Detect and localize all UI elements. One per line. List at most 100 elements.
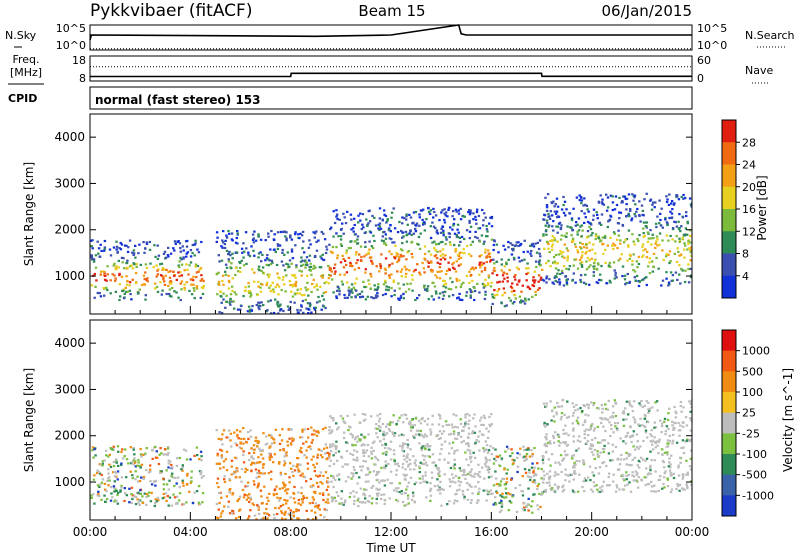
echo-cell bbox=[438, 292, 442, 295]
echo-cell bbox=[257, 456, 260, 459]
echo-cell bbox=[409, 426, 413, 429]
echo-cell bbox=[238, 476, 241, 479]
echo-cell bbox=[245, 498, 249, 501]
echo-cell bbox=[552, 434, 555, 438]
echo-cell bbox=[383, 466, 386, 470]
echo-cell bbox=[680, 268, 683, 271]
echo-cell bbox=[598, 278, 601, 282]
echo-cell bbox=[551, 248, 554, 251]
echo-cell bbox=[103, 488, 107, 491]
echo-cell bbox=[254, 468, 258, 471]
echo-cell bbox=[295, 510, 298, 513]
echo-cell bbox=[471, 492, 474, 495]
echo-cell bbox=[498, 511, 502, 514]
x-tick-label: 20:00 bbox=[574, 525, 609, 539]
echo-cell bbox=[246, 481, 250, 484]
echo-cell bbox=[332, 485, 335, 489]
echo-cell bbox=[377, 420, 381, 423]
echo-cell bbox=[378, 270, 381, 273]
echo-cell bbox=[273, 441, 276, 444]
echo-cell bbox=[388, 274, 391, 277]
freq-label-top: Freq. bbox=[12, 53, 39, 66]
echo-cell bbox=[259, 489, 263, 492]
echo-cell bbox=[433, 240, 436, 243]
echo-cell bbox=[590, 257, 593, 260]
echo-cell bbox=[442, 294, 446, 297]
echo-cell bbox=[289, 234, 292, 237]
echo-cell bbox=[328, 456, 331, 459]
echo-cell bbox=[91, 446, 95, 449]
echo-cell bbox=[483, 240, 486, 243]
echo-cell bbox=[610, 244, 614, 247]
echo-cell bbox=[486, 451, 490, 454]
echo-cell bbox=[534, 290, 537, 294]
echo-cell bbox=[484, 457, 488, 460]
echo-cell bbox=[395, 473, 398, 476]
echo-cell bbox=[421, 261, 424, 265]
nave-right-tick-bottom: 0 bbox=[697, 72, 704, 85]
echo-cell bbox=[166, 495, 169, 498]
echo-cell bbox=[181, 245, 184, 248]
colorbar-swatch bbox=[722, 120, 736, 143]
echo-cell bbox=[601, 243, 604, 246]
echo-cell bbox=[299, 232, 302, 235]
echo-cell bbox=[107, 472, 110, 475]
echo-cell bbox=[509, 299, 512, 302]
echo-cell bbox=[134, 281, 138, 285]
echo-cell bbox=[384, 460, 387, 463]
echo-cell bbox=[582, 463, 586, 466]
echo-cell bbox=[227, 258, 230, 261]
echo-cell bbox=[409, 476, 413, 479]
echo-cell bbox=[642, 227, 645, 230]
echo-cell bbox=[477, 481, 480, 484]
echo-cell bbox=[395, 498, 398, 502]
echo-cell bbox=[269, 299, 272, 302]
echo-cell bbox=[181, 481, 185, 484]
echo-cell bbox=[440, 504, 443, 507]
echo-cell bbox=[252, 457, 255, 460]
x-tick-label: 16:00 bbox=[474, 525, 509, 539]
echo-cell bbox=[580, 235, 583, 238]
echo-cell bbox=[629, 425, 632, 428]
echo-cell bbox=[242, 264, 246, 267]
echo-cell bbox=[238, 495, 242, 498]
echo-cell bbox=[257, 472, 260, 475]
echo-cell bbox=[382, 240, 385, 243]
echo-cell bbox=[330, 416, 333, 420]
echo-cell bbox=[688, 400, 691, 403]
echo-cell bbox=[295, 508, 298, 511]
echo-cell bbox=[193, 289, 196, 292]
echo-cell bbox=[465, 294, 468, 297]
echo-cell bbox=[166, 254, 170, 257]
echo-cell bbox=[664, 218, 667, 221]
echo-cell bbox=[665, 271, 668, 274]
echo-cell bbox=[667, 203, 671, 206]
echo-cell bbox=[200, 274, 203, 277]
echo-cell bbox=[142, 475, 146, 479]
echo-cell bbox=[592, 274, 595, 277]
echo-cell bbox=[298, 237, 301, 240]
echo-cell bbox=[215, 482, 219, 485]
echo-cell bbox=[567, 434, 570, 437]
echo-cell bbox=[446, 269, 449, 272]
echo-cell bbox=[240, 447, 243, 450]
echo-cell bbox=[244, 470, 247, 473]
echo-cell bbox=[167, 504, 170, 507]
echo-cell bbox=[121, 457, 125, 460]
echo-cell bbox=[195, 286, 198, 289]
echo-cell bbox=[323, 282, 326, 285]
echo-cell bbox=[237, 437, 240, 440]
echo-cell bbox=[539, 276, 543, 279]
echo-cell bbox=[359, 212, 362, 215]
echo-cell bbox=[459, 418, 462, 421]
echo-cell bbox=[439, 258, 442, 261]
echo-cell bbox=[556, 487, 560, 490]
echo-cell bbox=[355, 289, 358, 292]
echo-cell bbox=[399, 444, 402, 448]
echo-cell bbox=[655, 256, 658, 260]
echo-cell bbox=[492, 484, 496, 487]
echo-cell bbox=[640, 204, 644, 207]
echo-cell bbox=[549, 210, 552, 213]
echo-cell bbox=[310, 290, 313, 293]
echo-cell bbox=[456, 228, 459, 231]
